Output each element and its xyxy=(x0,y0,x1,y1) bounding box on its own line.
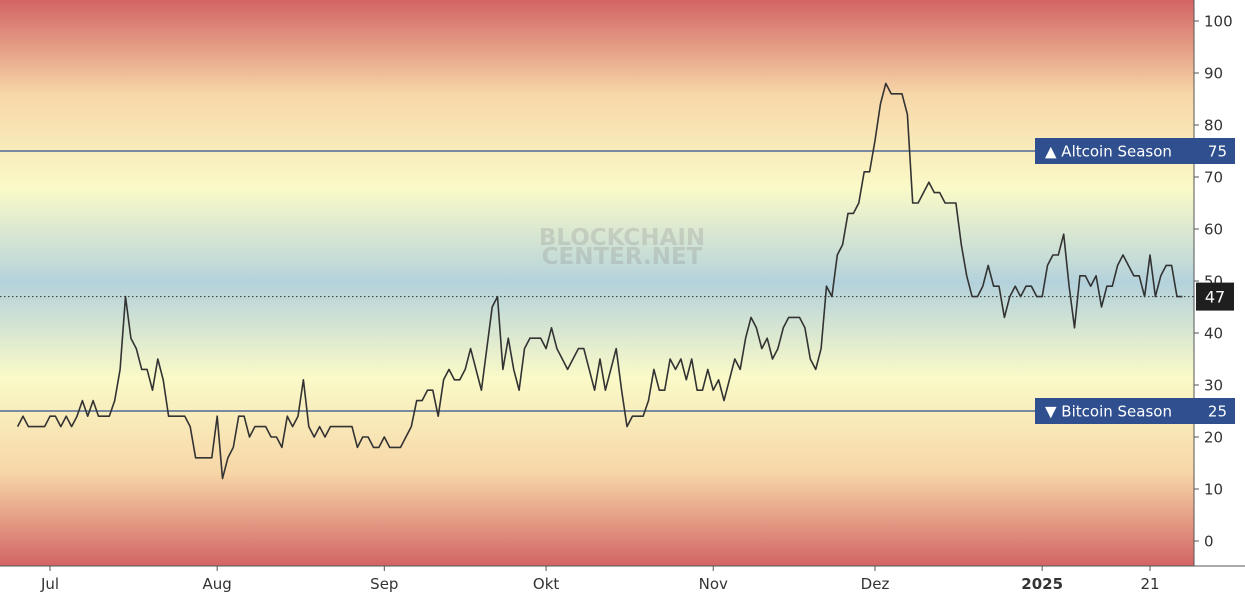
y-tick-label: 40 xyxy=(1204,325,1223,343)
x-tick-label: 21 xyxy=(1140,575,1159,593)
current-value-badge: 47 xyxy=(1196,282,1234,311)
watermark-line-1: BLOCKCHAIN xyxy=(539,225,705,251)
x-tick-label: Okt xyxy=(533,575,559,593)
threshold-value-label: 25 xyxy=(1208,403,1227,421)
y-tick-label: 80 xyxy=(1204,117,1223,135)
threshold-label: ▼ Bitcoin Season xyxy=(1045,403,1172,421)
series-line xyxy=(16,82,1183,480)
x-tick-label: 2025 xyxy=(1021,575,1063,593)
y-tick-label: 60 xyxy=(1204,221,1223,239)
threshold-label-box xyxy=(1035,138,1235,164)
threshold-lines xyxy=(0,150,1194,412)
y-tick-label: 0 xyxy=(1204,533,1214,551)
chart-background xyxy=(0,0,1194,566)
x-tick-label: Sep xyxy=(370,575,398,593)
current-value-box xyxy=(1196,282,1234,311)
x-tick-label: Dez xyxy=(861,575,890,593)
threshold-label: ▲ Altcoin Season xyxy=(1045,143,1172,161)
y-tick-label: 30 xyxy=(1204,377,1223,395)
threshold-label-box xyxy=(1035,398,1235,424)
x-axis-ticks: Jul Aug Sep Okt Nov Dez 2025 21 xyxy=(40,566,1160,593)
threshold-value-label: 75 xyxy=(1208,143,1227,161)
current-value-label: 47 xyxy=(1205,288,1225,307)
x-tick-label: Jul xyxy=(40,575,59,593)
watermark: BLOCKCHAIN CENTER.NET xyxy=(539,225,705,270)
threshold-labels: ▲ Altcoin Season 75 ▼ Bitcoin Season 25 xyxy=(1035,138,1235,424)
watermark-line-2: CENTER.NET xyxy=(542,244,703,270)
y-tick-label: 70 xyxy=(1204,169,1223,187)
y-tick-label: 90 xyxy=(1204,65,1223,83)
y-tick-label: 20 xyxy=(1204,429,1223,447)
x-tick-label: Aug xyxy=(203,575,232,593)
y-tick-label: 10 xyxy=(1204,481,1223,499)
y-tick-label: 100 xyxy=(1204,13,1233,31)
x-tick-label: Nov xyxy=(699,575,728,593)
